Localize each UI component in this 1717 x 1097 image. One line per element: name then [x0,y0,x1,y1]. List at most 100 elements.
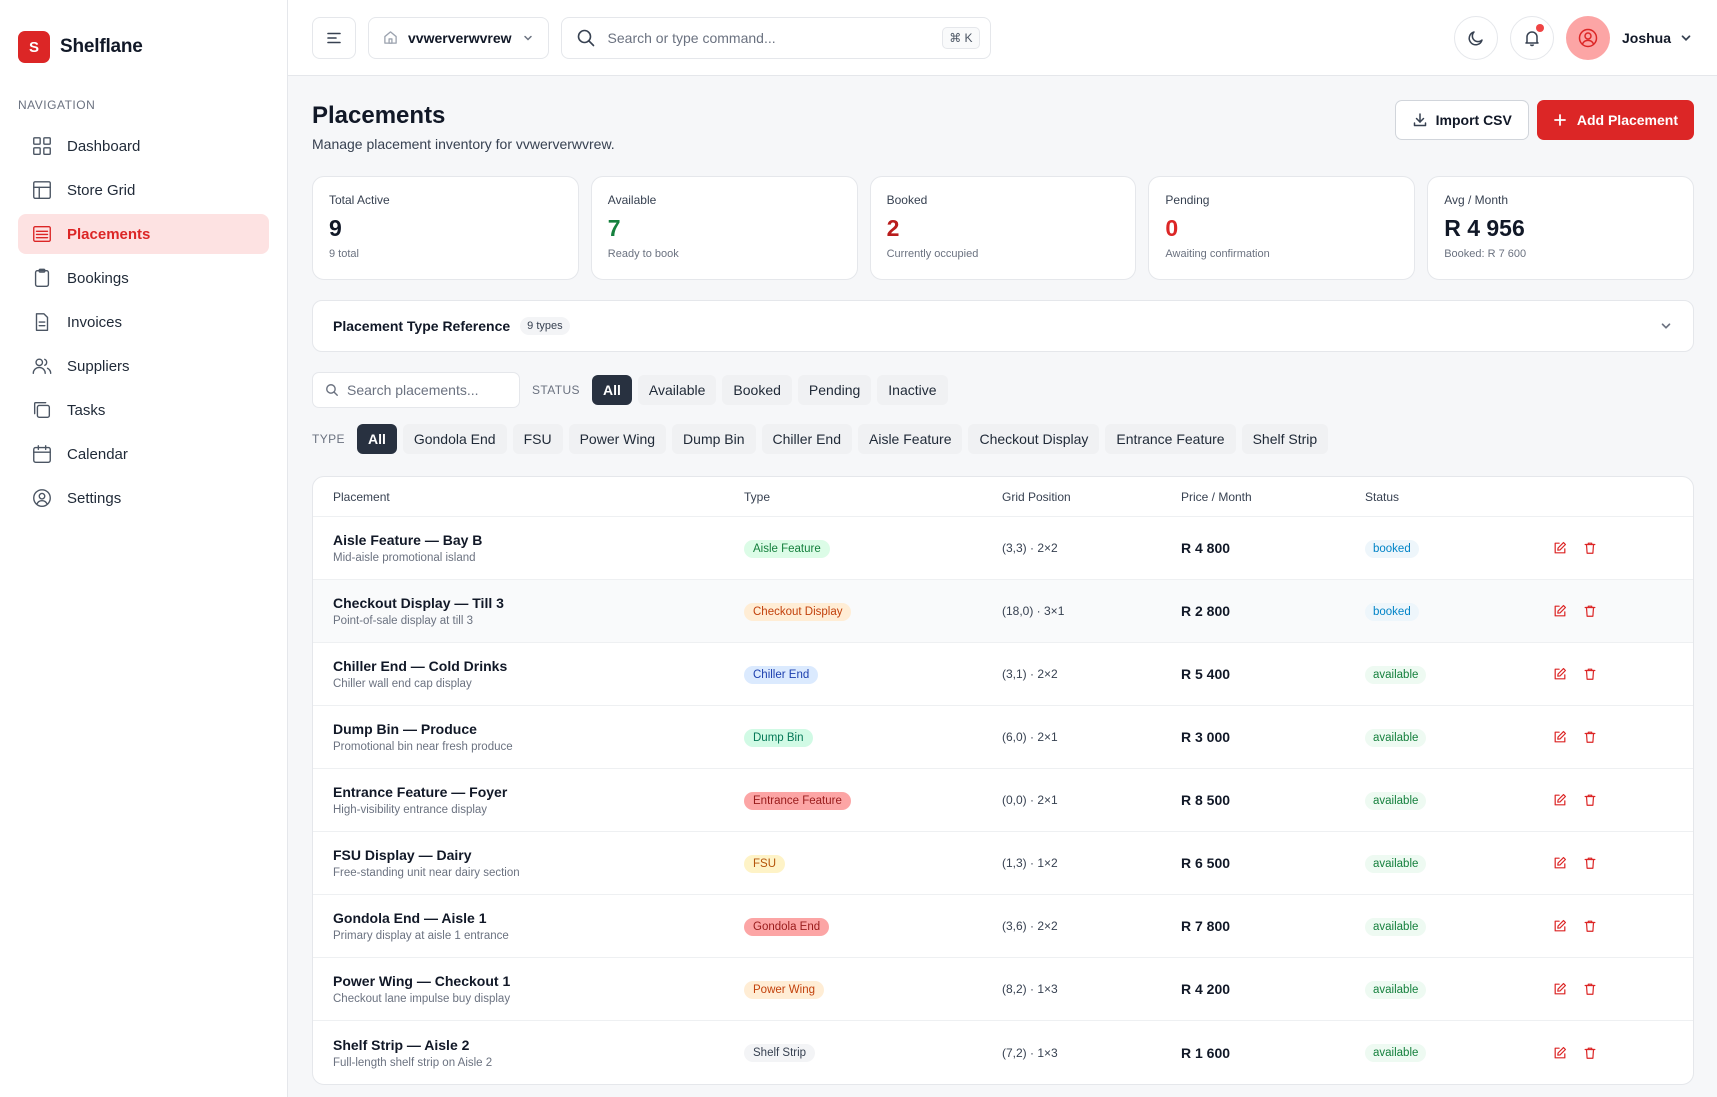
table-row[interactable]: Dump Bin — Produce Promotional bin near f… [313,706,1693,769]
type-chip-fsu[interactable]: FSU [512,424,563,454]
status-cell: booked [1365,539,1551,558]
sidebar-item-calendar[interactable]: Calendar [18,434,269,474]
edit-button[interactable] [1551,791,1569,809]
grid-position: (18,0) · 3×1 [1002,604,1065,618]
trash-icon [1584,920,1596,932]
placement-cell: FSU Display — Dairy Free-standing unit ne… [333,847,744,879]
type-chip-shelf-strip[interactable]: Shelf Strip [1241,424,1329,454]
delete-button[interactable] [1581,539,1599,557]
placement-cell: Power Wing — Checkout 1 Checkout lane imp… [333,973,744,1005]
table-row[interactable]: FSU Display — Dairy Free-standing unit ne… [313,832,1693,895]
status-badge: available [1365,791,1427,810]
theme-toggle-button[interactable] [1453,15,1498,60]
user-name[interactable]: Joshua [1621,29,1671,46]
delete-button[interactable] [1581,980,1599,998]
delete-button[interactable] [1581,665,1599,683]
status-cell: available [1365,791,1551,810]
placement-description: Point-of-sale display at till 3 [333,615,473,627]
edit-button[interactable] [1551,854,1569,872]
stat-value: 2 [886,215,900,241]
store-selector[interactable]: vvwerverwvrew [368,16,549,59]
sidebar-item-dashboard[interactable]: Dashboard [18,126,269,166]
header-placement[interactable]: Placement [333,489,390,504]
placement-type-reference[interactable]: Placement Type Reference 9 types [312,300,1694,352]
status-chip-inactive[interactable]: Inactive [877,375,948,405]
edit-button[interactable] [1551,602,1569,620]
delete-button[interactable] [1581,728,1599,746]
table-row[interactable]: Aisle Feature — Bay B Mid-aisle promotion… [313,517,1693,580]
delete-button[interactable] [1581,791,1599,809]
edit-button[interactable] [1551,665,1569,683]
placement-name: Aisle Feature — Bay B [333,532,483,548]
brand[interactable]: S Shelflane [18,0,269,94]
table-row[interactable]: Shelf Strip — Aisle 2 Full-length shelf s… [313,1021,1693,1084]
edit-button[interactable] [1551,728,1569,746]
placement-name: Chiller End — Cold Drinks [333,658,508,674]
edit-button[interactable] [1551,539,1569,557]
type-chip-power-wing[interactable]: Power Wing [568,424,667,454]
type-chip-gondola-end[interactable]: Gondola End [402,424,507,454]
stat-sub: 9 total [329,248,359,260]
sidebar-toggle-button[interactable] [312,16,356,59]
sidebar-item-store-grid[interactable]: Store Grid [18,170,269,210]
header-type[interactable]: Type [744,489,771,504]
price: R 8 500 [1181,792,1231,808]
placement-search[interactable] [312,372,520,408]
status-chip-all[interactable]: All [591,375,632,405]
type-chip-aisle-feature[interactable]: Aisle Feature [858,424,963,454]
type-chip-dump-bin[interactable]: Dump Bin [672,424,756,454]
placement-description: Full-length shelf strip on Aisle 2 [333,1056,493,1069]
sidebar-item-tasks[interactable]: Tasks [18,390,269,430]
command-search[interactable]: ⌘ K [560,16,991,59]
edit-button[interactable] [1551,917,1569,935]
sidebar-item-invoices[interactable]: Invoices [18,302,269,342]
sidebar-item-bookings[interactable]: Bookings [18,258,269,298]
placement-search-input[interactable] [347,382,507,398]
header-price[interactable]: Price / Month [1181,489,1252,504]
status-chip-available[interactable]: Available [637,375,717,405]
delete-button[interactable] [1581,917,1599,935]
sidebar-item-placements[interactable]: Placements [18,214,269,254]
stat-sub: Booked: R 7 600 [1444,248,1527,260]
chevron-down-icon[interactable] [1679,31,1693,45]
price: R 2 800 [1181,603,1231,619]
add-placement-button[interactable]: Add Placement [1536,100,1694,140]
header-grid-position[interactable]: Grid Position [1002,489,1071,504]
sidebar-item-suppliers[interactable]: Suppliers [18,346,269,386]
table-row[interactable]: Power Wing — Checkout 1 Checkout lane imp… [313,958,1693,1021]
status-chip-pending[interactable]: Pending [797,375,872,405]
header-status[interactable]: Status [1365,489,1400,504]
edit-button[interactable] [1551,1044,1569,1062]
edit-icon [1554,667,1567,680]
delete-button[interactable] [1581,854,1599,872]
type-chip-chiller-end[interactable]: Chiller End [761,424,852,454]
table-row[interactable]: Entrance Feature — Foyer High-visibility … [313,769,1693,832]
notifications-button[interactable] [1509,15,1554,60]
chevron-down-icon[interactable] [1659,319,1673,333]
edit-button[interactable] [1551,980,1569,998]
delete-button[interactable] [1581,602,1599,620]
status-chip-booked[interactable]: Booked [722,375,792,405]
table-row[interactable]: Gondola End — Aisle 1 Primary display at … [313,895,1693,958]
page-title: Placements [312,102,446,129]
type-cell: Checkout Display [744,602,1002,621]
import-csv-button[interactable]: Import CSV [1394,100,1529,140]
edit-icon [1554,793,1567,806]
type-chip-entrance-feature[interactable]: Entrance Feature [1105,424,1236,454]
type-chip-all[interactable]: All [356,424,397,454]
sidebar-item-settings[interactable]: Settings [18,478,269,518]
type-chip-checkout-display[interactable]: Checkout Display [968,424,1100,454]
grid-position: (7,2) · 1×3 [1002,1045,1058,1060]
moon-icon [1468,30,1483,46]
status-badge: available [1365,728,1427,747]
type-badge: Shelf Strip [744,1044,816,1062]
store-name: vvwerverwvrew [408,29,512,46]
table-row[interactable]: Chiller End — Cold Drinks Chiller wall en… [313,643,1693,706]
tasks-icon [33,401,51,419]
table-row[interactable]: Checkout Display — Till 3 Point-of-sale d… [313,580,1693,643]
avatar[interactable] [1565,15,1610,60]
brand-name: Shelflane [60,36,143,57]
command-search-input[interactable] [607,29,943,46]
delete-button[interactable] [1581,1044,1599,1062]
trash-icon [1584,542,1596,554]
